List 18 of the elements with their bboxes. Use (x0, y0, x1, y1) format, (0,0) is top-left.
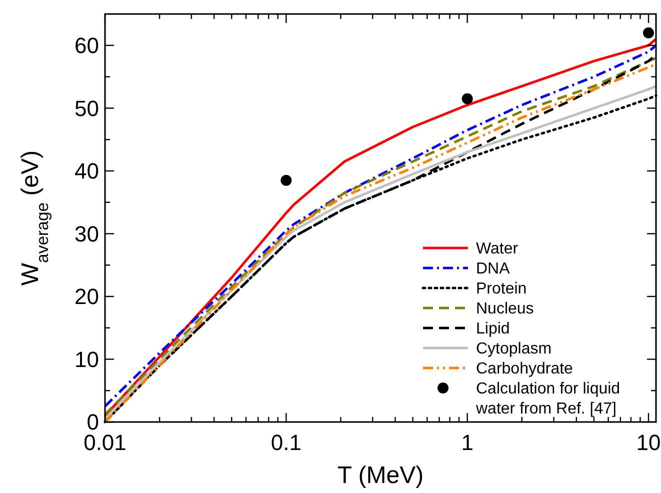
legend-label: DNA (476, 260, 510, 278)
y-tick-label: 50 (74, 96, 99, 121)
y-tick-label: 20 (74, 284, 99, 310)
legend-label: Protein (476, 280, 527, 298)
legend-label: Water (476, 240, 519, 258)
legend-label: Nucleus (476, 300, 534, 318)
y-tick-label: 30 (74, 221, 99, 246)
legend-label: Calculation for liquid water from Ref. [47] (475, 380, 620, 418)
y-tick-label: 10 (74, 346, 99, 372)
legend-label: Lipid (476, 320, 510, 338)
x-axis-title: T (MeV) (337, 462, 424, 489)
x-tick-label: 0.1 (270, 430, 302, 455)
x-tick-label: 1 (461, 430, 474, 455)
legend-label: Carbohydrate (476, 360, 574, 378)
y-tick-label: 60 (74, 33, 99, 58)
legend-label: Cytoplasm (476, 340, 552, 358)
y-tick-label: 40 (74, 158, 99, 184)
x-tick-label: 10 (636, 430, 661, 455)
